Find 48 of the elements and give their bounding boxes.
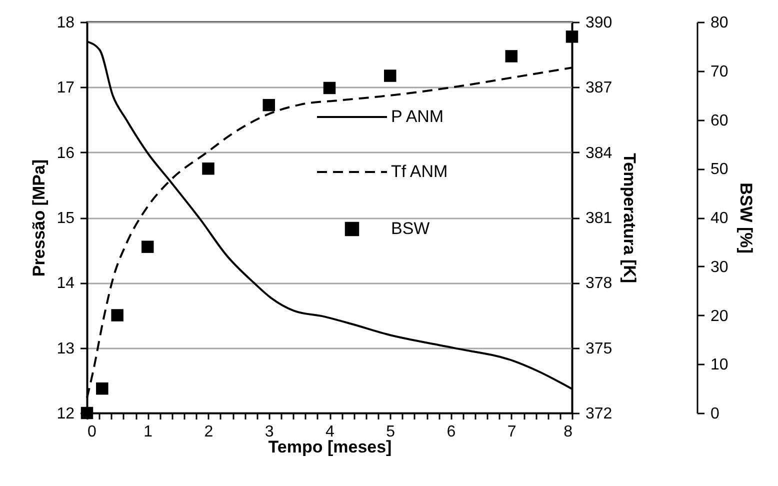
x-tick-label: 3: [264, 424, 274, 440]
y-tick-label: 14: [56, 275, 75, 292]
y3-tick-label: 30: [710, 258, 728, 276]
point: [505, 50, 518, 62]
y2-tick-label: 384: [586, 144, 612, 162]
y3-tick-label: 70: [710, 63, 728, 80]
y-tick-label: 17: [56, 80, 75, 97]
y2-tick-label: 390: [586, 14, 612, 32]
y-tick-label: 18: [56, 14, 75, 32]
y3-tick-label: 80: [710, 14, 728, 32]
y3-tick-label: 20: [710, 308, 728, 325]
point: [384, 70, 396, 82]
legend-label: Tf ANM: [391, 162, 448, 181]
point: [202, 162, 214, 175]
point: [142, 240, 154, 253]
y-tick-label: 13: [56, 340, 75, 358]
y2-tick-label: 378: [586, 275, 612, 292]
y2-axis-title: Temperatura [K]: [620, 152, 640, 284]
x-axis-title: Tempo [meses]: [268, 438, 392, 456]
y3-tick-label: 0: [710, 406, 720, 422]
y3-tick-label: 40: [710, 210, 728, 227]
point: [566, 30, 578, 43]
x-tick-label: 4: [326, 424, 335, 440]
x-tick-label: 2: [204, 424, 214, 440]
x-tick-label: 0: [88, 424, 96, 440]
x-tick-label: 6: [446, 424, 456, 440]
x-tick-label: 1: [144, 424, 153, 440]
x-tick-label: 5: [386, 424, 396, 440]
y2-tick-label: 375: [586, 340, 612, 358]
point: [111, 309, 124, 322]
x-tick-label: 7: [507, 424, 516, 440]
y3-axis-title: BSW [%]: [736, 182, 756, 254]
y2-tick-label: 372: [586, 406, 612, 422]
y-tick-label: 12: [56, 406, 75, 422]
y-tick-label: 16: [56, 144, 75, 162]
point: [323, 82, 336, 94]
y-tick-label: 15: [56, 210, 75, 227]
point: [96, 382, 108, 395]
y-axis-title: Pressão [MPa]: [30, 159, 49, 277]
x-tick-label: 8: [564, 424, 573, 440]
y2-tick-label: 381: [586, 210, 612, 227]
y3-tick-label: 60: [710, 112, 728, 130]
y2-tick-label: 387: [586, 80, 612, 97]
y3-tick-label: 50: [710, 161, 728, 178]
legend-label: P ANM: [391, 107, 444, 126]
legend-label: BSW: [391, 219, 430, 238]
point: [262, 98, 275, 112]
y3-tick-label: 10: [710, 356, 728, 374]
